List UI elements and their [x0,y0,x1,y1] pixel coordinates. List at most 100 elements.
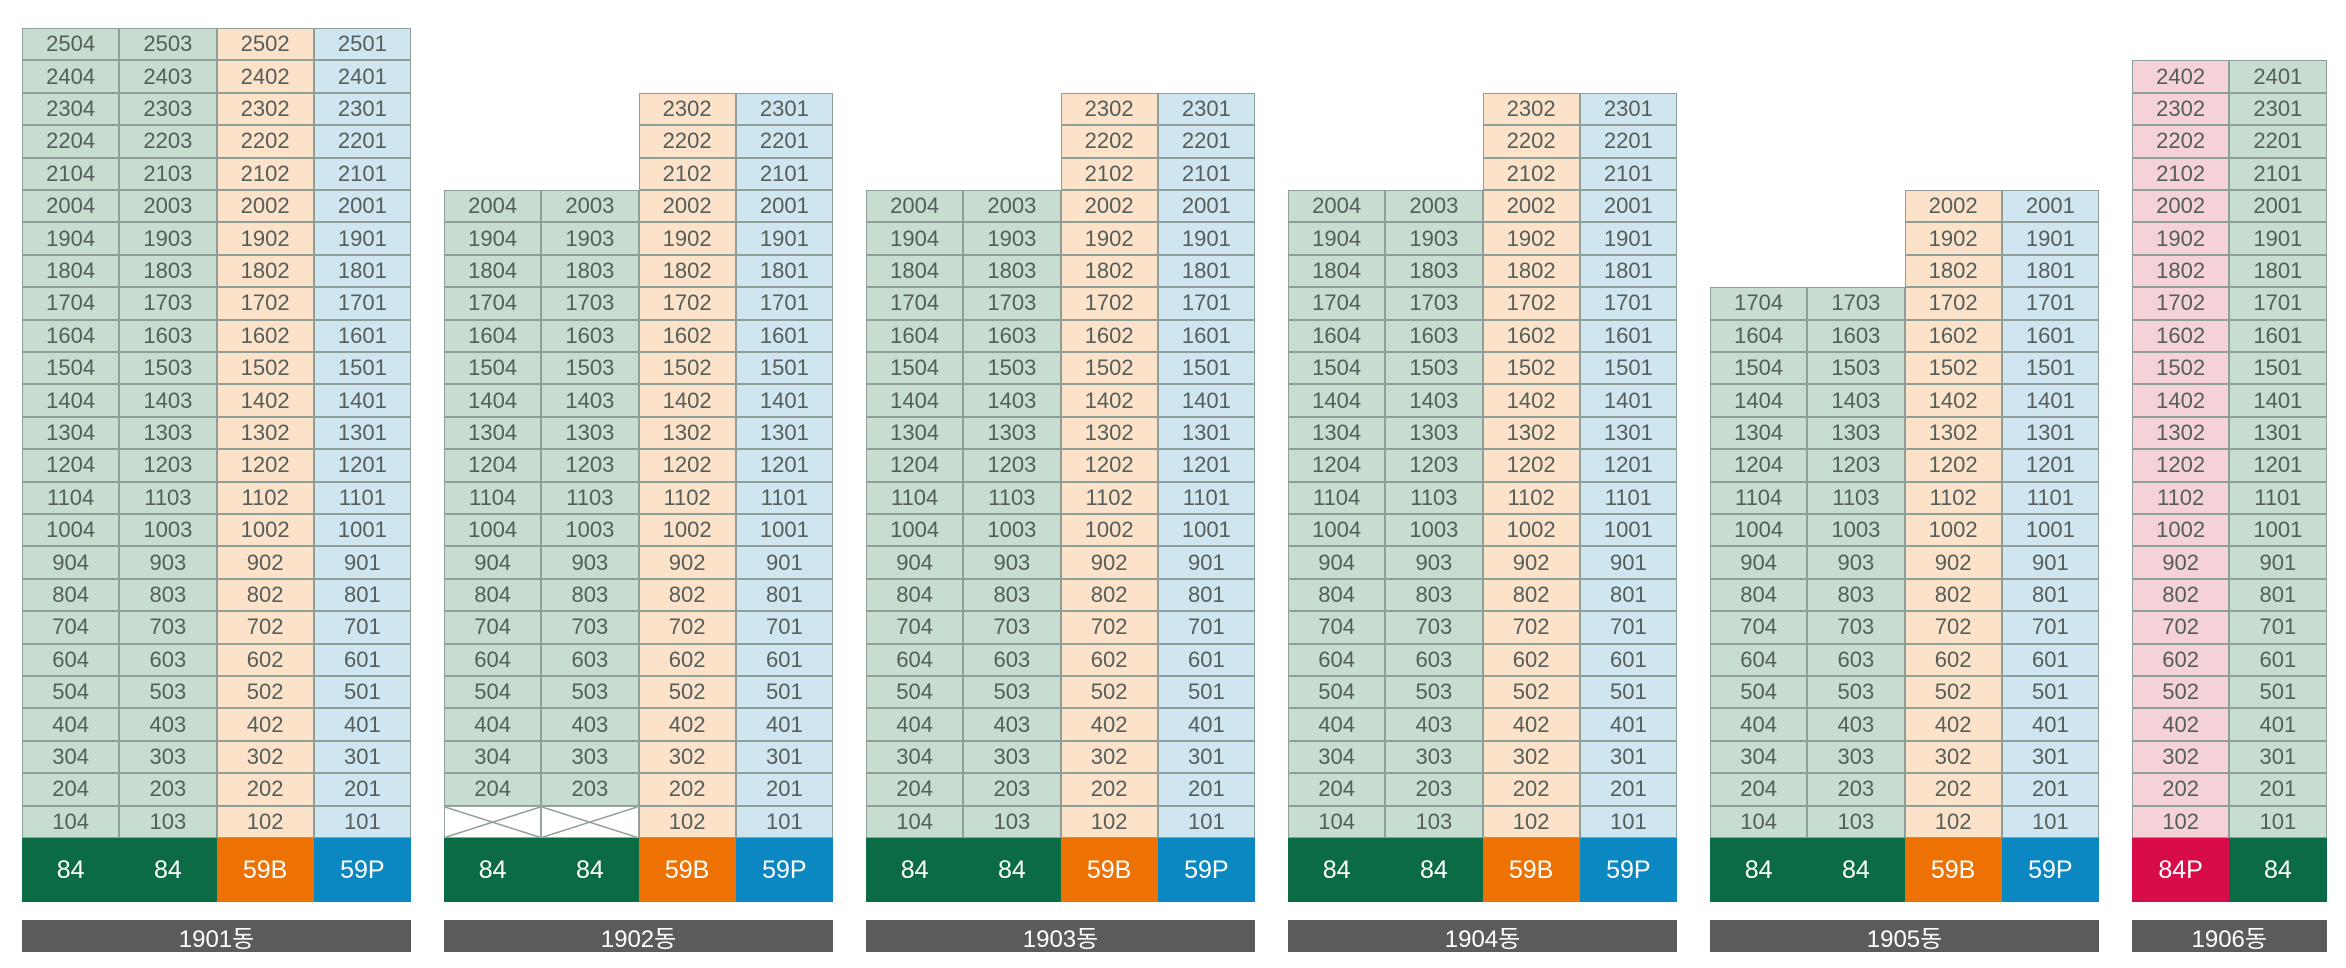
unit-cell: 1101 [1579,481,1677,514]
unit-cell: 204 [1710,773,1808,806]
unit-cell: 403 [963,708,1061,741]
unit-cell: 1002 [1904,514,2002,547]
unit-cell: 1402 [2132,384,2230,417]
unit-cell: 1302 [216,416,314,450]
unit-cell: 501 [2001,676,2099,709]
unit-cell: 403 [1807,708,1905,741]
unit-cell: 2101 [735,157,833,190]
unit-cell: 402 [2132,708,2230,741]
unit-cell: 2402 [2132,60,2230,93]
unit-cell: 1701 [735,287,833,320]
unit-cell: 304 [444,740,542,774]
unit-cell: 1004 [444,514,542,547]
unit-cell: 1302 [1482,416,1580,450]
building-label: 1902동 [444,920,833,953]
unit-cell: 1102 [1904,481,2002,514]
unit-cell: 303 [541,740,639,774]
unit-cell: 1602 [1482,319,1580,352]
unit-cell: 103 [963,805,1061,838]
unit-cell: 1502 [216,352,314,385]
unit-cell: 1003 [119,514,217,547]
unit-cell: 604 [444,643,542,676]
unit-cell: 1203 [1385,449,1483,482]
unit-cell: 903 [541,546,639,579]
unit-cell: 902 [216,546,314,579]
unit-cell: 1502 [638,352,736,385]
unit-cell: 1401 [1579,384,1677,417]
unit-cell: 1101 [2229,481,2327,514]
unit-cell: 301 [2229,740,2327,774]
unit-cell: 903 [1807,546,1905,579]
unit-cell: 403 [119,708,217,741]
unit-cell: 202 [1904,773,2002,806]
unit-cell: 1401 [2229,384,2327,417]
unit-cell: 1102 [2132,481,2230,514]
unit-cell: 503 [119,676,217,709]
unit-cell: 2102 [1482,157,1580,190]
unit-cell: 1901 [2229,222,2327,255]
unit-cell: 601 [313,643,411,676]
unit-cell: 2204 [22,125,120,158]
unit-cell: 1202 [1482,449,1580,482]
unit-cell: 1004 [22,514,120,547]
unit-cell: 1202 [1060,449,1158,482]
unit-cell: 1903 [1385,222,1483,255]
unit-cell: 1504 [1710,352,1808,385]
unit-cell: 1002 [1060,514,1158,547]
unit-cell: 1102 [1060,481,1158,514]
unit-cell: 1302 [638,416,736,450]
unit-cell: 2004 [1288,190,1386,223]
unit-cell: 1104 [1710,481,1808,514]
building-label: 1904동 [1288,920,1677,953]
unit-cell: 301 [2001,740,2099,774]
unit-cell: 103 [1807,805,1905,838]
unit-cell: 1204 [1710,449,1808,482]
unit-cell: 902 [638,546,736,579]
unit-cell: 1402 [638,384,736,417]
unit-cell: 102 [216,805,314,838]
unit-cell: 1904 [1288,222,1386,255]
unit-cell: 501 [313,676,411,709]
unit-cell: 701 [313,611,411,644]
unit-type-badge: 59P [735,838,833,902]
unit-cell: 1503 [1385,352,1483,385]
unit-cell: 1803 [541,254,639,288]
unit-type-badge: 84 [963,838,1061,902]
unit-cell: 303 [1385,740,1483,774]
unit-cell: 2201 [735,125,833,158]
unit-type-badge: 59B [1060,838,1158,902]
unit-cell: 1201 [1579,449,1677,482]
unit-cell: 1701 [2229,287,2327,320]
building-1904동: 2004 1904 1804 1704 1604 1504 1404 1304 1204 1104… [1288,0,1677,968]
unit-cell: 504 [22,676,120,709]
unit-cell: 1303 [119,416,217,450]
unit-cell: 404 [1288,708,1386,741]
unit-cell: 301 [313,740,411,774]
unit-cell: 1204 [1288,449,1386,482]
unit-cell: 802 [2132,578,2230,612]
unit-cell: 604 [866,643,964,676]
unit-cell: 1703 [1807,287,1905,320]
unit-cell: 801 [2229,578,2327,612]
unit-type-row: 84 84 59B 59P [444,838,833,902]
unit-cell: 1303 [1807,416,1905,450]
unit-cell: 601 [735,643,833,676]
unit-cell: 2202 [638,125,736,158]
unit-cell: 1501 [1579,352,1677,385]
unit-cell: 2002 [638,190,736,223]
unit-cell: 2202 [2132,125,2230,158]
unit-cell: 301 [735,740,833,774]
unit-cell: 802 [216,578,314,612]
unit-cell: 902 [1904,546,2002,579]
cross-icon [542,807,637,837]
unit-cell: 901 [2229,546,2327,579]
unit-type-row: 84P 84 [2132,838,2327,902]
unit-cell: 2201 [1157,125,1255,158]
unit-cell: 1602 [638,319,736,352]
unit-cell: 1203 [541,449,639,482]
unit-cell: 904 [866,546,964,579]
unit-cell: 1802 [2132,254,2230,288]
unit-cell: 1203 [119,449,217,482]
unit-cell: 1404 [1710,384,1808,417]
unit-cell: 1304 [444,416,542,450]
